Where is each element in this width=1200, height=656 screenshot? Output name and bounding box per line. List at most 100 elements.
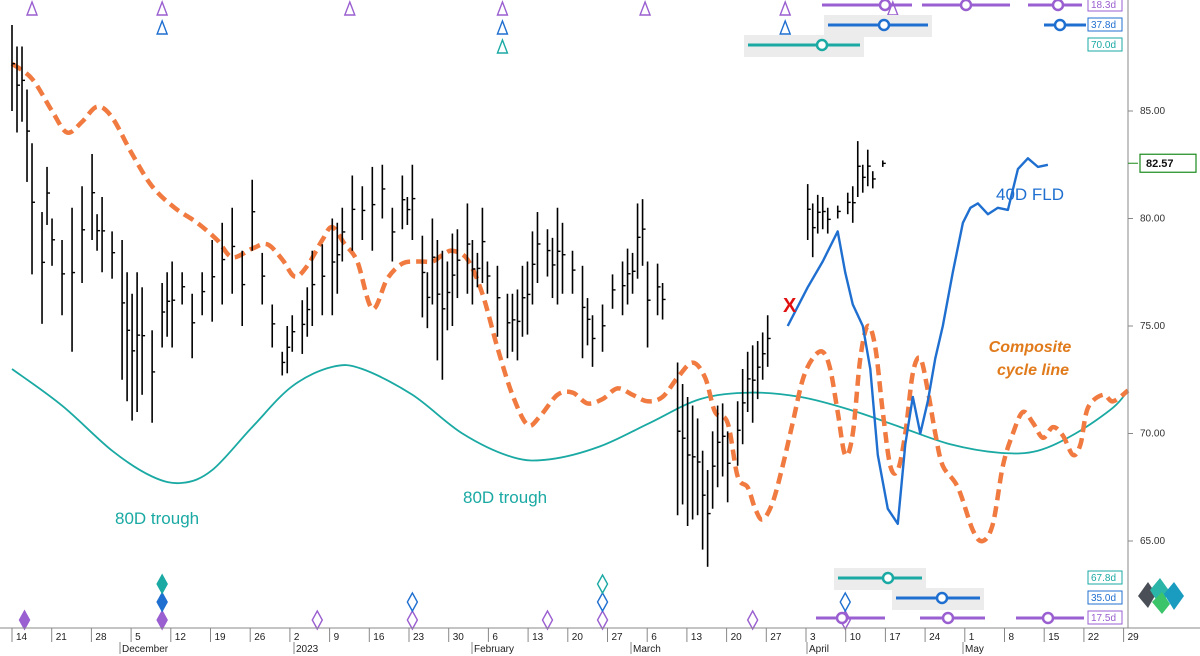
cycle-length-label: 18.3d: [1091, 0, 1116, 11]
price-bar: [81, 186, 86, 283]
y-tick-label: 80.00: [1140, 214, 1165, 225]
cycle-length-label: 67.8d: [1091, 573, 1116, 584]
price-bar: [111, 231, 116, 279]
price-bar: [601, 304, 606, 352]
cycle-trough-marker-top: [779, 19, 792, 35]
price-bar: [421, 235, 426, 318]
month-label: May: [965, 644, 984, 655]
price-bar: [91, 154, 96, 240]
price-bar: [816, 194, 821, 234]
price-bar: [271, 304, 276, 348]
price-bar: [486, 261, 491, 294]
price-bar: [471, 240, 476, 305]
price-bar: [551, 237, 556, 299]
price-bar: [736, 401, 741, 466]
price-bar: [431, 218, 436, 305]
price-bar: [641, 199, 646, 266]
cycle-trough-marker-top: [156, 0, 169, 16]
price-bar: [686, 396, 691, 526]
price-bar: [251, 179, 256, 251]
price-bar: [741, 369, 746, 445]
price-bar: [121, 240, 126, 380]
composite-label-line2: cycle line: [997, 362, 1069, 379]
price-bar: [676, 362, 681, 516]
price-bar: [751, 345, 756, 423]
cycle-peak-marker-bottom: [406, 609, 419, 631]
x-tick-label: 8: [1009, 632, 1015, 643]
price-bar: [766, 315, 771, 367]
price-bar: [61, 240, 66, 316]
price-bar: [351, 175, 356, 251]
price-bar: [381, 164, 386, 219]
price-bar: [441, 250, 446, 380]
cycle-length-box: [1087, 570, 1123, 585]
price-bar: [166, 272, 171, 337]
price-bar: [556, 207, 561, 305]
price-bar: [821, 197, 826, 230]
price-bar: [96, 214, 101, 251]
x-tick-label: 28: [95, 632, 107, 643]
price-bar: [631, 252, 636, 294]
price-bar: [691, 405, 696, 520]
x-tick-label: 23: [413, 632, 425, 643]
price-bar: [261, 252, 266, 305]
price-bar: [26, 89, 31, 182]
cycle-peak-marker-bottom: [156, 573, 168, 595]
cycle-trough-marker-top: [639, 0, 652, 16]
cycle-peak-marker-bottom: [746, 609, 759, 631]
x-tick-label: 6: [651, 632, 657, 643]
price-bar: [456, 229, 461, 299]
price-bar: [621, 261, 626, 316]
x-tick-label: 9: [334, 632, 340, 643]
fld-40d-line: [786, 157, 1049, 525]
x-tick-label: 2: [294, 632, 300, 643]
cycle-peak-marker-bottom: [839, 591, 852, 613]
price-bar: [71, 207, 76, 352]
cycle-peak-marker-bottom: [596, 573, 609, 595]
price-bar: [546, 229, 551, 277]
x-tick-label: 1: [969, 632, 975, 643]
price-bar: [436, 240, 441, 361]
price-bar: [191, 293, 196, 359]
x-tick-label: 14: [16, 632, 28, 643]
x-tick-label: 16: [373, 632, 385, 643]
cycle-trough-marker-top: [496, 0, 509, 16]
price-bar: [866, 149, 871, 187]
cycle-length-label: 37.8d: [1091, 20, 1116, 31]
price-bar: [466, 203, 471, 294]
cycle-peak-marker-bottom: [156, 609, 168, 631]
price-bar: [21, 46, 26, 122]
cycle-peak-marker-bottom: [596, 591, 609, 613]
cycle-range-dot: [878, 0, 892, 12]
price-bar: [721, 403, 726, 477]
x-tick-label: 13: [532, 632, 544, 643]
x-tick-label: 13: [691, 632, 703, 643]
price-bar: [131, 293, 136, 421]
cycle-range-dot: [1051, 0, 1065, 12]
price-bar: [716, 405, 721, 488]
price-bar: [406, 197, 411, 225]
x-tick-label: 27: [612, 632, 624, 643]
price-bar: [706, 470, 711, 567]
price-bar: [746, 351, 751, 412]
price-bar: [31, 143, 36, 275]
price-bar: [681, 384, 686, 505]
x-tick-label: 10: [850, 632, 862, 643]
price-bar: [136, 272, 141, 412]
cycle80-line: [11, 364, 1129, 485]
signal-marker-x: X: [783, 295, 797, 317]
x-tick-label: 17: [889, 632, 901, 643]
price-bar: [506, 293, 511, 359]
price-bar: [661, 283, 666, 320]
price-bar: [526, 261, 531, 335]
trough-label-1: 80D trough: [115, 509, 199, 528]
cycle80-layer: [11, 364, 1129, 485]
x-tick-label: 5: [135, 632, 141, 643]
price-bar: [201, 272, 206, 316]
price-bar: [476, 252, 481, 288]
price-bar: [726, 431, 731, 503]
cycle-peak-marker-bottom: [18, 609, 31, 631]
price-bar: [311, 250, 316, 326]
cycle-range-dot: [835, 611, 849, 625]
